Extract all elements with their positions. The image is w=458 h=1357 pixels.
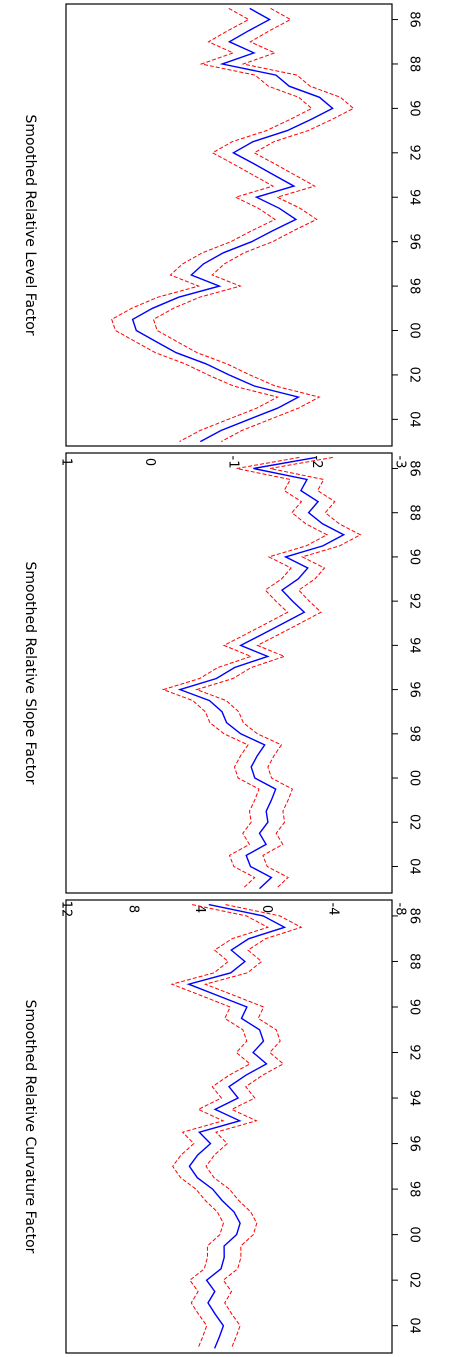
plot-frame — [65, 452, 393, 894]
x-tick-label: 02 — [407, 814, 422, 831]
series-group — [111, 7, 355, 443]
x-tick-label: 02 — [407, 367, 422, 384]
y-tick-label: 8 — [125, 905, 140, 913]
series-group — [161, 456, 362, 890]
chart-title: Smoothed Relative Slope Factor — [22, 561, 38, 784]
x-tick-label: 04 — [407, 858, 422, 875]
series-group — [170, 903, 303, 1349]
x-tick-label: 04 — [407, 1317, 422, 1334]
x-tick-label: 00 — [407, 1226, 422, 1243]
series-upper-band — [161, 456, 329, 889]
x-tick-label: 86 — [407, 908, 422, 925]
x-tick-label: 90 — [407, 100, 422, 117]
chart-title: Smoothed Relative Curvature Factor — [22, 1000, 38, 1254]
x-tick-label: 88 — [407, 953, 422, 970]
x-tick-label: 88 — [407, 504, 422, 521]
series-smoothed — [177, 456, 346, 890]
x-tick-label: 86 — [407, 11, 422, 28]
x-tick-label: 94 — [407, 1090, 422, 1107]
y-tick-label: 0 — [259, 905, 274, 913]
series-smoothed — [131, 7, 334, 443]
x-tick-label: 98 — [407, 1181, 422, 1198]
x-tick-label: 00 — [407, 770, 422, 787]
x-tick-label: 96 — [407, 1135, 422, 1152]
series-upper-band — [170, 904, 270, 1349]
x-tick-label: 98 — [407, 726, 422, 743]
x-tick-label: 94 — [407, 637, 422, 654]
x-tick-label: 96 — [407, 233, 422, 250]
x-tick-label: 00 — [407, 322, 422, 339]
x-tick-label: 92 — [407, 1044, 422, 1061]
y-tick-label: -8 — [393, 903, 408, 916]
x-tick-label: 90 — [407, 549, 422, 566]
chart-panel-3: 8688909294969800020420100-10-20Smoothed … — [22, 899, 422, 1354]
y-tick-label: 0 — [142, 458, 157, 466]
x-tick-label: 86 — [407, 460, 422, 477]
y-tick-label: -2 — [309, 456, 324, 469]
series-smoothed — [186, 903, 287, 1349]
x-tick-label: 88 — [407, 56, 422, 73]
x-tick-label: 90 — [407, 999, 422, 1016]
series-lower-band — [203, 904, 303, 1349]
x-tick-label: 02 — [407, 1272, 422, 1289]
series-upper-band — [111, 7, 313, 443]
x-tick-label: 96 — [407, 681, 422, 698]
y-tick-label: -4 — [326, 903, 341, 916]
x-tick-label: 98 — [407, 278, 422, 295]
series-lower-band — [195, 456, 362, 889]
x-tick-label: 92 — [407, 593, 422, 610]
y-tick-label: 4 — [192, 905, 207, 913]
x-tick-label: 94 — [407, 189, 422, 206]
y-tick-label: -3 — [393, 456, 408, 469]
plot-frame — [65, 3, 393, 447]
plot-frame — [65, 899, 393, 1354]
x-tick-label: 04 — [407, 411, 422, 428]
chart-title: Smoothed Relative Level Factor — [22, 114, 38, 335]
x-tick-label: 92 — [407, 145, 422, 162]
series-lower-band — [152, 7, 355, 443]
y-tick-label: -1 — [226, 456, 241, 469]
